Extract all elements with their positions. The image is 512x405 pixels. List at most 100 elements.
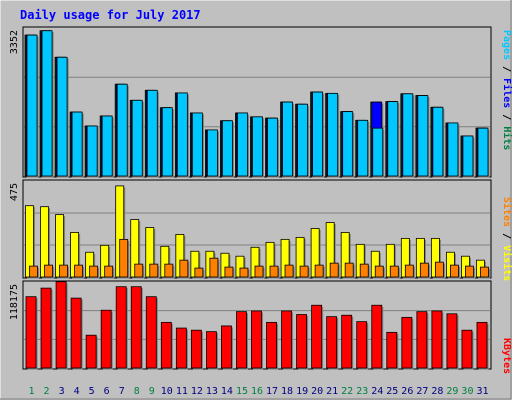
day-label-27: 27 xyxy=(416,386,428,397)
sites-bar-21 xyxy=(329,262,339,278)
sites-bar-15 xyxy=(239,267,249,278)
kbytes-bar-4 xyxy=(70,297,82,369)
day-label-29: 29 xyxy=(446,386,458,397)
kbytes-bar-16 xyxy=(251,310,262,369)
pages-max-label: 3352 xyxy=(9,30,20,54)
pages-bar-10 xyxy=(161,107,173,177)
kbytes-bar-26 xyxy=(401,316,413,369)
kbytes-bar-19 xyxy=(296,314,308,369)
sites-bar-9 xyxy=(149,263,159,278)
sites-bar-20 xyxy=(314,264,324,278)
kbytes-bar-28 xyxy=(431,310,443,369)
kbytes-bar-30 xyxy=(461,329,473,369)
pages-bar-9 xyxy=(146,89,158,177)
sites-bar-10 xyxy=(164,263,174,278)
legend-part-2-0: Sites xyxy=(501,197,512,227)
day-label-2: 2 xyxy=(44,386,50,397)
pages-bar-2 xyxy=(41,30,53,177)
day-label-15: 15 xyxy=(236,386,248,397)
pages-bar-7 xyxy=(116,83,128,177)
chart-title: Daily usage for July 2017 xyxy=(20,8,201,22)
legend-part-1-1: / xyxy=(501,60,512,78)
day-label-7: 7 xyxy=(119,386,125,397)
sites-bar-24 xyxy=(374,265,384,278)
visits-max-label: 475 xyxy=(9,183,20,201)
pages-bar-1 xyxy=(26,34,38,177)
pages-bar-5 xyxy=(86,125,98,177)
kbytes-bar-22 xyxy=(341,314,353,369)
day-label-21: 21 xyxy=(326,386,338,397)
day-label-1: 1 xyxy=(29,386,35,397)
pages-bar-21 xyxy=(327,92,339,177)
day-label-14: 14 xyxy=(221,386,233,397)
day-label-17: 17 xyxy=(266,386,278,397)
kbytes-bar-8 xyxy=(130,286,142,369)
kbytes-max-label: 118175 xyxy=(9,284,20,320)
pages-bar-20 xyxy=(312,91,324,177)
pages-bar-6 xyxy=(101,115,113,177)
sites-bar-25 xyxy=(389,265,399,278)
kbytes-bar-14 xyxy=(221,325,232,369)
sites-bar-19 xyxy=(299,265,309,278)
sites-bar-5 xyxy=(89,265,99,278)
day-label-19: 19 xyxy=(296,386,308,397)
pages-bar-29 xyxy=(447,122,459,177)
day-label-9: 9 xyxy=(149,386,155,397)
pages-bar-30 xyxy=(462,135,474,177)
kbytes-bar-18 xyxy=(281,310,292,369)
day-label-28: 28 xyxy=(431,386,443,397)
pages-bar-16 xyxy=(252,116,263,177)
sites-bar-3 xyxy=(59,264,68,278)
kbytes-bar-12 xyxy=(190,329,202,369)
pages-bar-31 xyxy=(477,127,489,177)
pages-bar-23 xyxy=(357,119,369,177)
kbytes-bar-10 xyxy=(160,321,172,369)
sites-bar-13 xyxy=(209,257,219,278)
kbytes-bar-13 xyxy=(205,331,217,369)
day-label-10: 10 xyxy=(161,386,173,397)
kbytes-bar-29 xyxy=(446,313,458,369)
pages-bar-19 xyxy=(297,103,309,177)
pages-bar-3 xyxy=(56,56,68,177)
sites-bar-4 xyxy=(74,264,84,278)
kbytes-bar-9 xyxy=(145,296,157,369)
kbytes-bar-11 xyxy=(175,327,187,369)
kbytes-bar-17 xyxy=(266,321,277,369)
legend-part-1-2: Files xyxy=(501,78,512,108)
kbytes-bar-7 xyxy=(115,286,127,369)
sites-bar-6 xyxy=(104,265,114,278)
pages-files-hits-legend: Pages / Files / Hits xyxy=(501,30,512,150)
sites-bar-22 xyxy=(344,262,354,278)
sites-bar-29 xyxy=(450,264,459,278)
day-label-30: 30 xyxy=(461,386,473,397)
kbytes-bar-2 xyxy=(40,287,52,369)
sites-bar-2 xyxy=(44,264,53,278)
kbytes-bar-1 xyxy=(25,296,37,369)
sites-bar-14 xyxy=(224,266,234,278)
day-label-23: 23 xyxy=(356,386,368,397)
kbytes-bar-3 xyxy=(55,281,67,369)
sites-bar-26 xyxy=(404,264,414,278)
pages-bar-15 xyxy=(237,112,248,177)
pages-bar-14 xyxy=(222,120,233,177)
day-label-11: 11 xyxy=(176,386,188,397)
day-label-5: 5 xyxy=(89,386,95,397)
pages-bar-27 xyxy=(417,95,429,177)
pages-bar-8 xyxy=(131,99,143,177)
sites-bar-17 xyxy=(269,265,279,278)
pages-bar-17 xyxy=(267,117,278,177)
sites-bar-30 xyxy=(465,265,474,278)
day-label-4: 4 xyxy=(74,386,80,397)
kbytes-bar-25 xyxy=(386,331,398,369)
day-label-25: 25 xyxy=(386,386,398,397)
sites-bar-12 xyxy=(194,267,204,278)
sites-visits-legend: Sites / Visits xyxy=(501,197,512,281)
kbytes-bar-5 xyxy=(85,334,97,369)
day-label-3: 3 xyxy=(59,386,65,397)
day-label-18: 18 xyxy=(281,386,293,397)
kbytes-bar-27 xyxy=(416,311,428,369)
kbytes-bar-20 xyxy=(311,304,323,369)
day-label-22: 22 xyxy=(341,386,353,397)
sites-bar-27 xyxy=(419,262,429,278)
